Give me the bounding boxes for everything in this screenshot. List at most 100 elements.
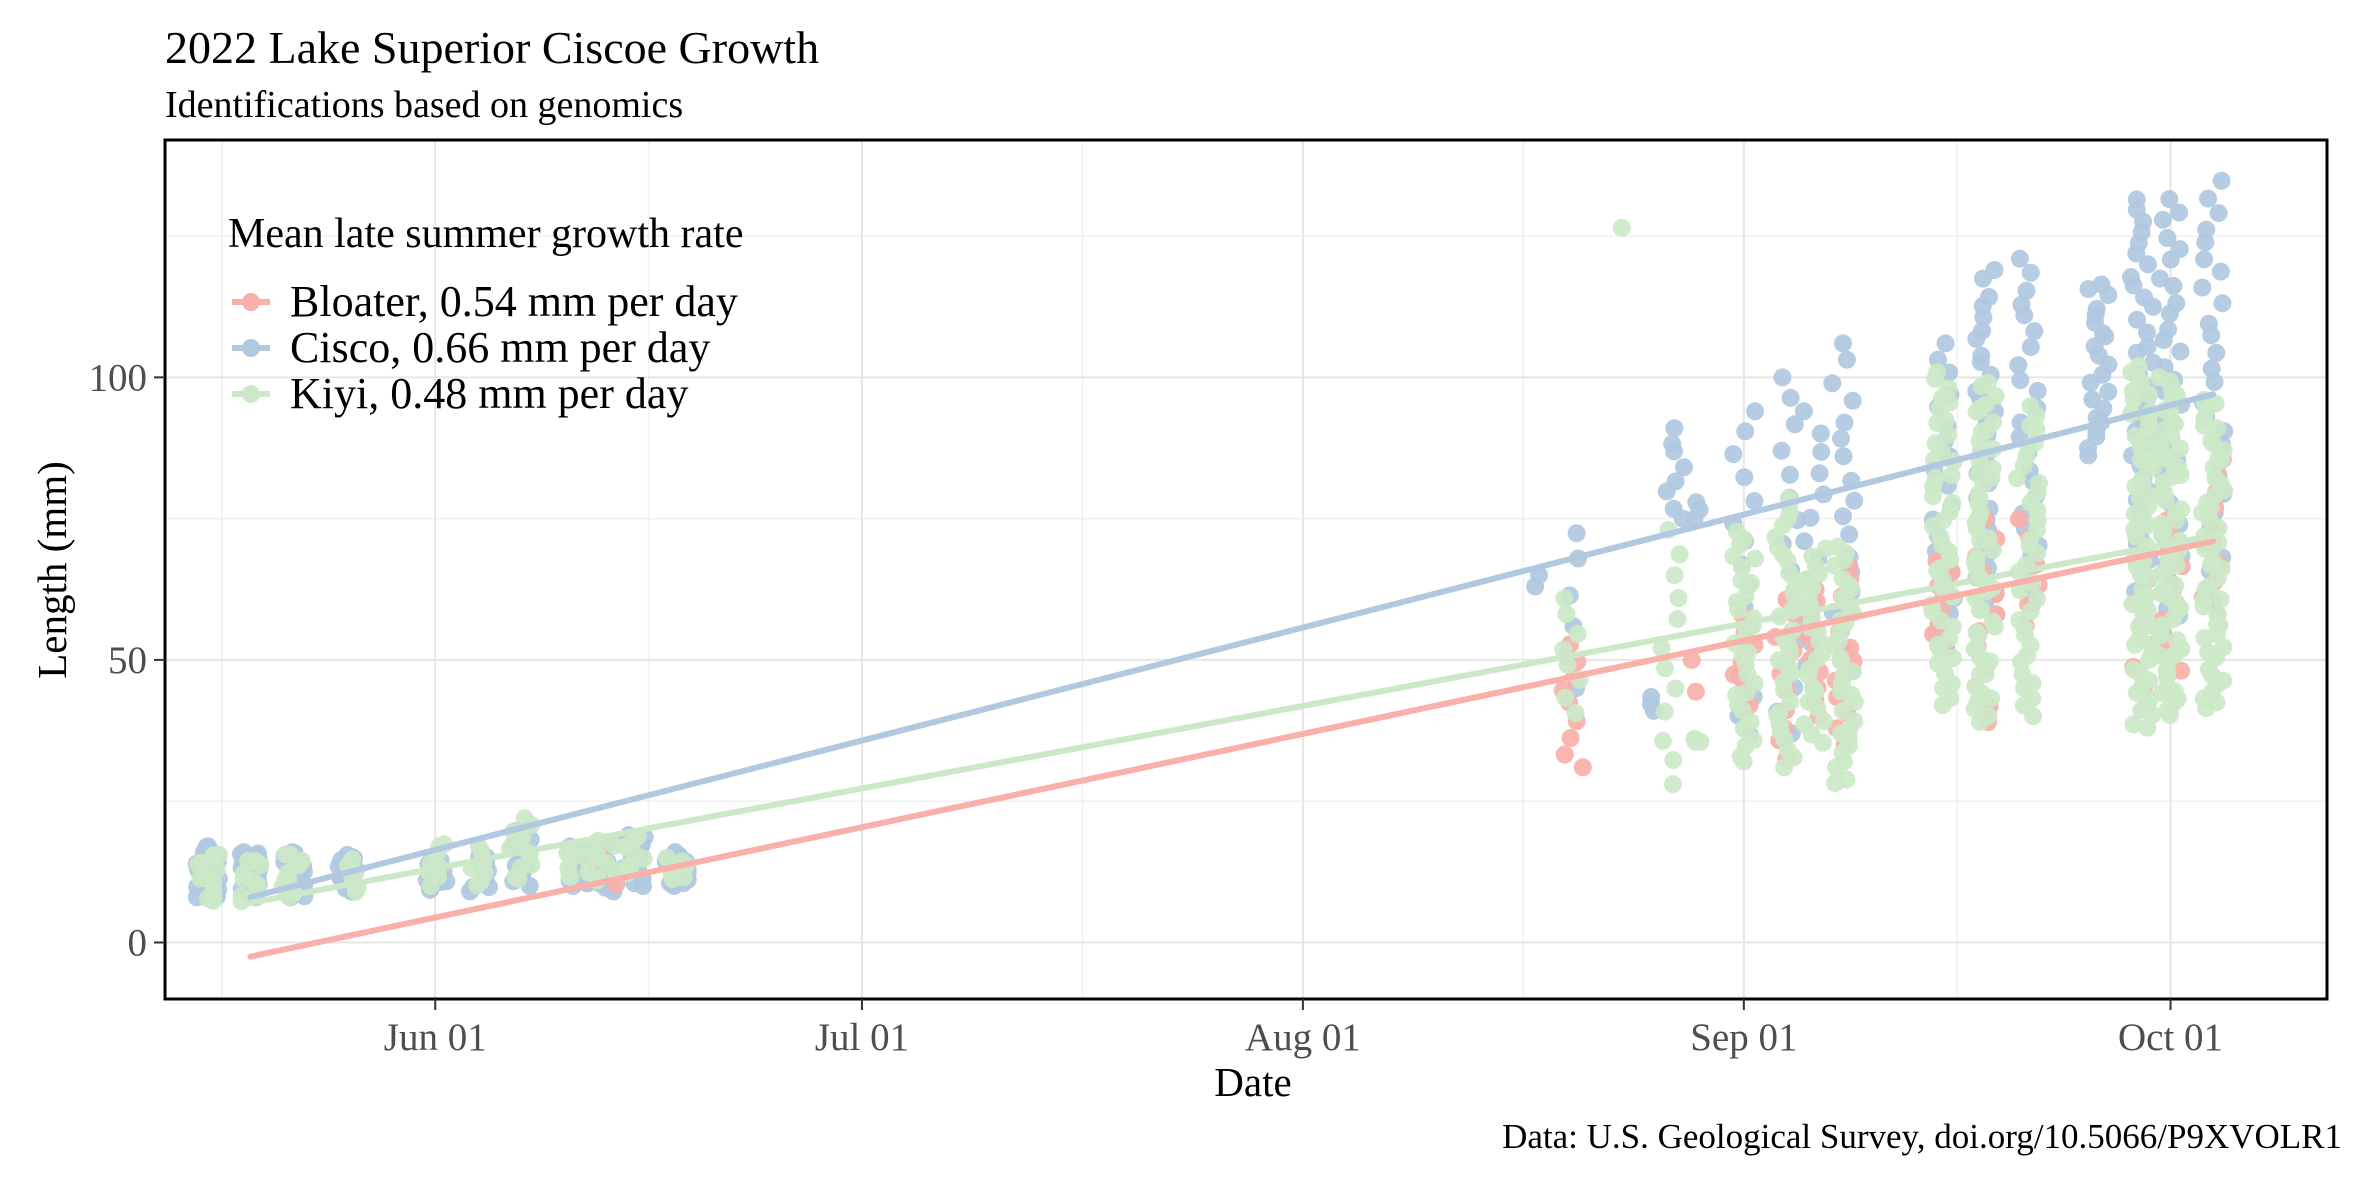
point-kiyi [1558, 655, 1577, 674]
point-kiyi [1665, 566, 1684, 585]
point-cisco [2087, 300, 2106, 318]
point-kiyi [1612, 218, 1631, 237]
x-tick-label: Sep 01 [1690, 1016, 1797, 1059]
point-kiyi [1926, 434, 1945, 453]
point-cisco [1675, 458, 1693, 477]
point-cisco [2017, 281, 2036, 300]
point-cisco [1642, 688, 1661, 706]
point-cisco [2164, 276, 2183, 295]
point-cisco [1837, 350, 1856, 369]
point-cisco [1835, 413, 1854, 432]
point-kiyi [208, 859, 227, 878]
point-cisco [2193, 278, 2212, 297]
point-bloater [1686, 682, 1705, 701]
point-kiyi [232, 887, 251, 905]
point-cisco [2211, 262, 2230, 281]
point-kiyi [2129, 357, 2148, 376]
point-kiyi [1986, 387, 2005, 406]
point-kiyi [191, 869, 210, 888]
point-kiyi [246, 852, 265, 871]
point-kiyi [1943, 493, 1962, 512]
point-kiyi [2125, 504, 2144, 523]
point-bloater [2009, 510, 2028, 528]
point-kiyi [1969, 465, 1988, 484]
point-kiyi [1814, 712, 1833, 731]
point-kiyi [1968, 639, 1987, 658]
point-cisco [2139, 255, 2157, 274]
point-kiyi [1652, 639, 1671, 658]
point-cisco [2170, 240, 2189, 259]
point-kiyi [1837, 770, 1856, 789]
point-cisco [2197, 220, 2216, 239]
point-kiyi [2151, 646, 2170, 665]
point-cisco [2021, 338, 2040, 356]
legend: Mean late summer growth rate Bloater, 0.… [228, 211, 743, 418]
point-cisco [2153, 210, 2172, 229]
point-cisco [1773, 368, 1792, 387]
point-kiyi [1983, 459, 2002, 478]
trend-line-cisco [247, 391, 2217, 901]
legend-label: Bloater, 0.54 mm per day [290, 277, 738, 326]
plot-panel-border [163, 138, 2329, 1001]
point-kiyi [1670, 545, 1689, 564]
point-cisco [2171, 342, 2190, 361]
point-cisco [1929, 350, 1947, 369]
point-cisco [2138, 323, 2156, 342]
point-cisco [2028, 381, 2047, 400]
point-cisco [1811, 424, 1830, 443]
point-kiyi [1664, 751, 1683, 769]
point-cisco [1936, 334, 1955, 353]
point-cisco [2213, 294, 2232, 313]
point-cisco [1843, 391, 1862, 410]
trend-line-kiyi [247, 532, 2217, 906]
point-cisco [1801, 508, 1820, 527]
point-cisco [2127, 190, 2146, 209]
point-cisco [1832, 429, 1850, 448]
point-kiyi [1833, 569, 1852, 588]
x-tick-label: Jun 01 [384, 1016, 487, 1059]
point-cisco [1735, 468, 1754, 487]
point-cisco [1812, 442, 1831, 461]
point-bloater [1561, 729, 1580, 747]
point-kiyi [1828, 537, 1847, 556]
point-kiyi [1928, 654, 1947, 673]
point-kiyi [1978, 374, 1997, 392]
legend-label: Kiyi, 0.48 mm per day [290, 369, 688, 418]
legend-title: Mean late summer growth rate [228, 211, 743, 257]
point-kiyi [1984, 413, 2003, 432]
point-kiyi [1831, 649, 1850, 667]
point-kiyi [2028, 589, 2047, 608]
point-cisco [1724, 445, 1743, 464]
point-kiyi [1664, 775, 1682, 794]
point-cisco [1745, 492, 1764, 511]
point-kiyi [1939, 379, 1958, 398]
point-cisco [2170, 203, 2189, 222]
point-cisco [2160, 190, 2179, 209]
legend-label: Cisco, 0.66 mm per day [290, 323, 710, 372]
point-cisco [1834, 447, 1853, 466]
point-kiyi [2166, 576, 2185, 595]
point-cisco [2199, 314, 2218, 333]
y-axis: 0 50 100 [89, 356, 165, 964]
point-cisco [2199, 189, 2218, 208]
point-cisco [1845, 491, 1864, 510]
point-cisco [1972, 346, 1991, 365]
point-cisco [2138, 337, 2157, 356]
point-cisco [1736, 422, 1755, 441]
x-tick-label: Aug 01 [1245, 1016, 1361, 1059]
point-bloater [1573, 758, 1592, 777]
point-cisco [2205, 373, 2224, 391]
point-cisco [2009, 356, 2028, 375]
point-kiyi [2208, 605, 2227, 624]
legend-key-point [242, 293, 260, 311]
point-cisco [1772, 441, 1791, 460]
point-cisco [2010, 249, 2029, 268]
point-kiyi [558, 844, 577, 863]
point-cisco [1663, 434, 1682, 453]
point-cisco [2195, 250, 2214, 269]
point-kiyi [2126, 427, 2145, 446]
point-kiyi [1926, 469, 1945, 488]
point-kiyi [1557, 605, 1576, 624]
point-kiyi [1944, 649, 1962, 667]
